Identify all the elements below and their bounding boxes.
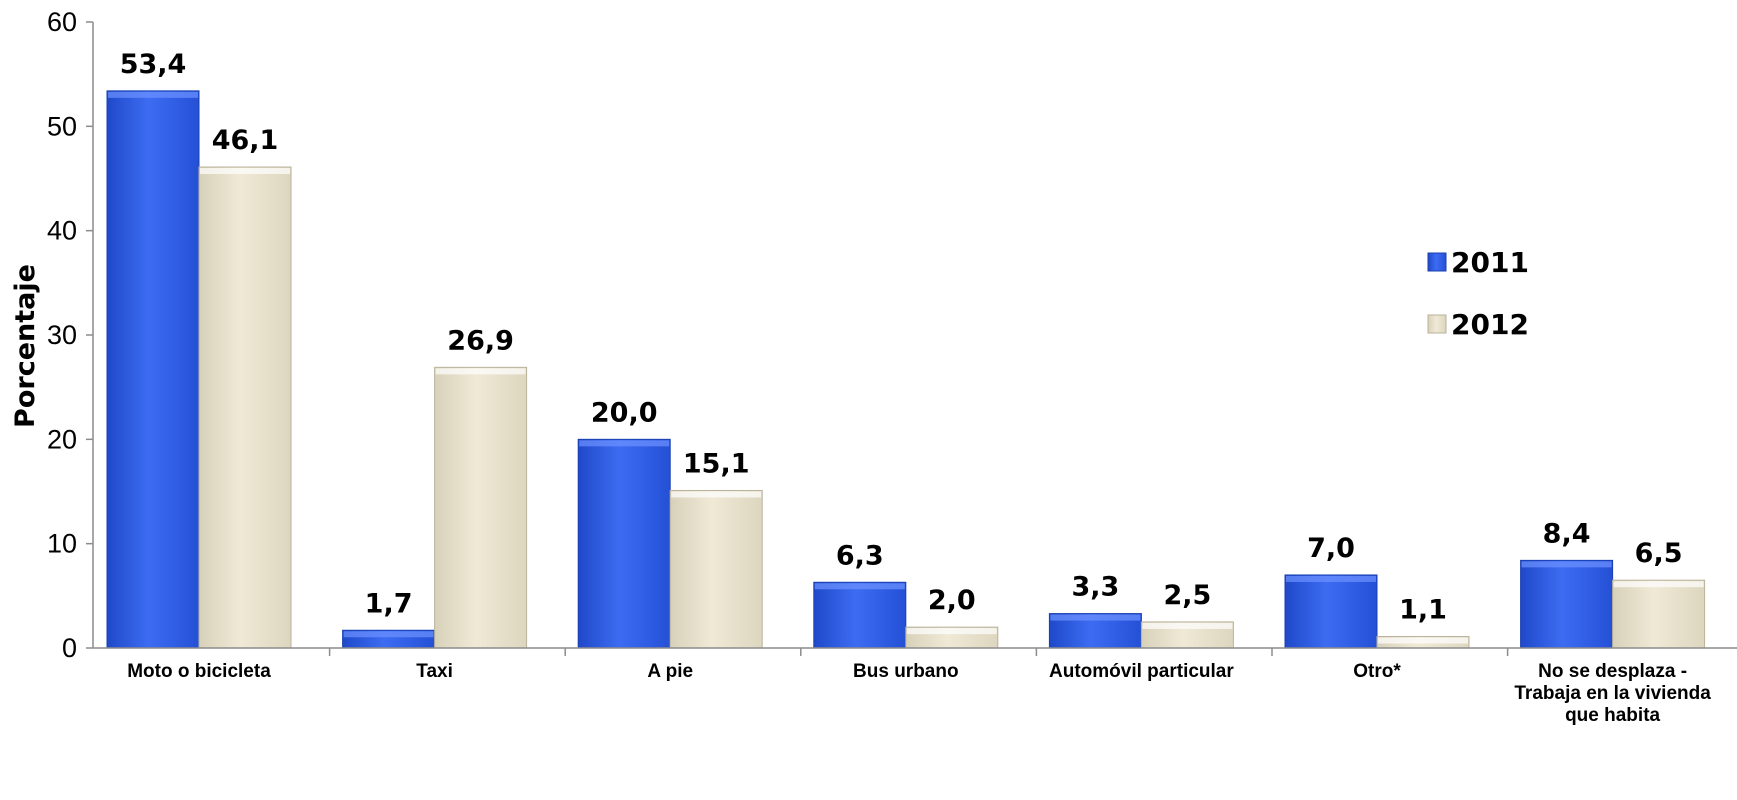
data-label-2011-2: 20,0 <box>591 397 658 428</box>
bar-highlight <box>1286 575 1376 582</box>
legend-swatch-2012 <box>1427 314 1447 334</box>
bar-2011-6 <box>1520 559 1614 649</box>
data-label-2012-1: 26,9 <box>447 325 514 356</box>
bar-2011-3 <box>813 581 907 649</box>
data-label-2011-5: 7,0 <box>1307 533 1355 564</box>
bar-2011-2 <box>577 438 671 649</box>
bar-highlight <box>906 628 997 635</box>
bar-2012-1 <box>434 366 528 649</box>
legend-swatch-2011 <box>1427 252 1447 272</box>
data-label-2012-4: 2,5 <box>1163 580 1211 611</box>
y-tick-label: 0 <box>62 633 77 663</box>
bar-highlight <box>343 631 434 638</box>
x-tick-label: No se desplaza - <box>1538 661 1687 682</box>
bar-highlight <box>1142 622 1233 629</box>
x-tick-label: Otro* <box>1353 661 1401 682</box>
x-tick-label: Taxi <box>416 661 453 682</box>
bar-highlight <box>1613 581 1704 588</box>
bar-highlight <box>579 440 670 447</box>
bar-highlight <box>1378 637 1468 644</box>
y-axis-title: Porcentaje <box>10 264 41 428</box>
x-tick-label: Trabaja en la vivienda <box>1514 683 1711 704</box>
data-labels: 53,4 1,7 20,0 6,3 3,3 7,0 8,4 46,1 26,9 15,1 2,0 2,… <box>120 49 1683 626</box>
y-tick-label: 50 <box>47 111 77 141</box>
bar-highlight <box>1521 561 1612 568</box>
bar-highlight <box>814 583 905 590</box>
data-label-2012-2: 15,1 <box>683 448 750 479</box>
data-label-2012-0: 46,1 <box>212 125 279 156</box>
y-axis: 0 10 20 30 40 50 60 <box>47 7 94 663</box>
data-label-2011-3: 6,3 <box>836 540 884 571</box>
bar-highlight <box>435 368 526 375</box>
data-label-2011-0: 53,4 <box>120 49 187 80</box>
bar-highlight <box>671 491 762 498</box>
x-tick-label: A pie <box>647 661 693 682</box>
bar-2011-5 <box>1284 574 1378 649</box>
y-tick-label: 40 <box>47 216 77 246</box>
bar-highlight <box>108 91 198 98</box>
x-axis: Moto o bicicleta Taxi A pie Bus urbano Autom… <box>93 647 1737 726</box>
y-tick-label: 60 <box>47 7 77 37</box>
data-label-2012-3: 2,0 <box>928 585 976 616</box>
bar-highlight <box>200 168 290 175</box>
bar-highlight <box>1050 614 1141 621</box>
bar-2012-0 <box>198 166 292 649</box>
legend-label-2012: 2012 <box>1451 308 1529 341</box>
x-tick-label: Automóvil particular <box>1049 661 1234 682</box>
data-label-2011-1: 1,7 <box>365 588 413 619</box>
legend-label-2011: 2011 <box>1451 246 1529 279</box>
data-label-2012-6: 6,5 <box>1635 538 1683 569</box>
x-tick-label: Moto o bicicleta <box>127 661 271 682</box>
data-label-2011-4: 3,3 <box>1071 572 1119 603</box>
bar-2012-2 <box>669 489 763 649</box>
legend: 2011 2012 <box>1427 246 1529 341</box>
bar-2012-6 <box>1612 579 1706 649</box>
bars <box>106 90 1706 649</box>
x-tick-label: que habita <box>1565 705 1660 726</box>
y-tick-label: 10 <box>47 529 77 559</box>
bar-2011-0 <box>106 90 200 649</box>
data-label-2011-6: 8,4 <box>1543 518 1591 549</box>
x-tick-label: Bus urbano <box>853 661 959 682</box>
data-label-2012-5: 1,1 <box>1399 595 1447 626</box>
y-tick-label: 20 <box>47 424 77 454</box>
y-tick-label: 30 <box>47 320 77 350</box>
